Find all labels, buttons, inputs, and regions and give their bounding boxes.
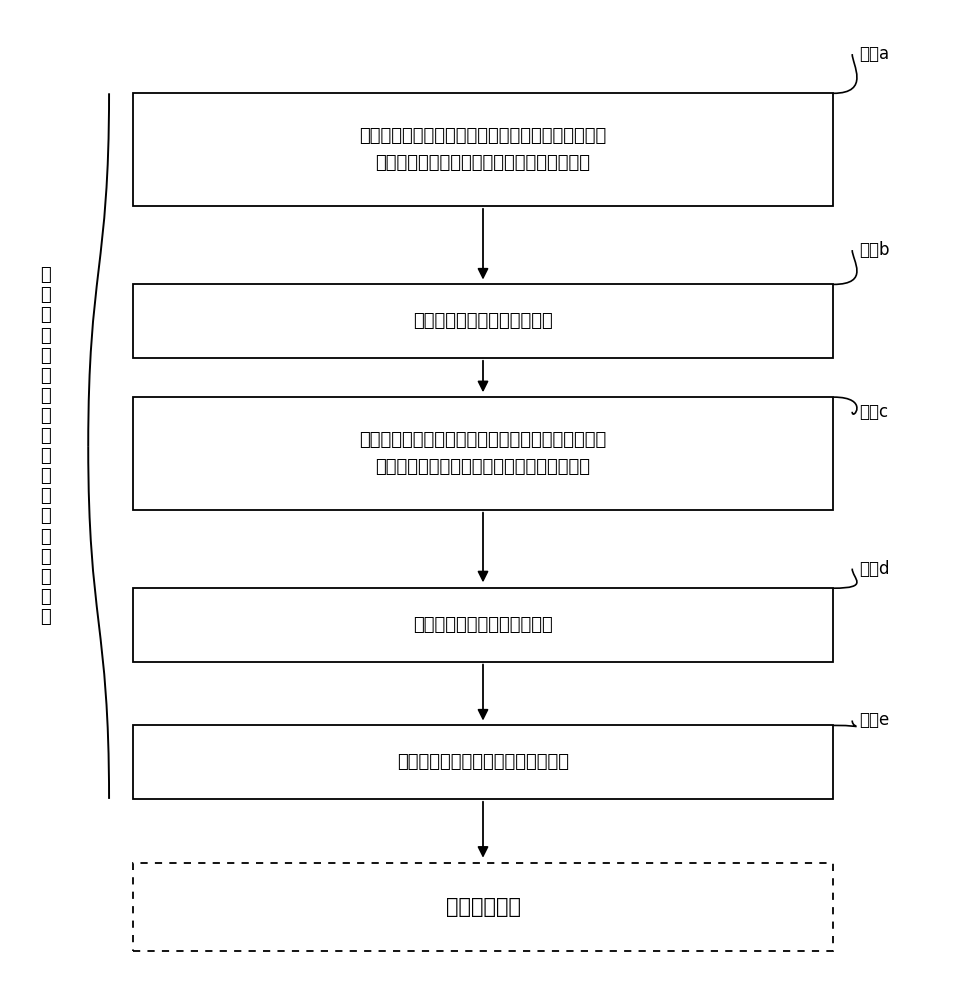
Text: 步骤c: 步骤c <box>859 403 888 421</box>
Bar <box>132 284 834 358</box>
Bar <box>132 588 834 662</box>
Text: 将动力电池静置第二设定时长: 将动力电池静置第二设定时长 <box>413 616 553 634</box>
Text: 按照本组试验设定水平的放电倍率对动力电池进行放
电，当动力电池达到放电截止条件时停止放电: 按照本组试验设定水平的放电倍率对动力电池进行放 电，当动力电池达到放电截止条件时… <box>359 127 607 172</box>
Bar <box>132 725 834 799</box>
Bar <box>132 397 834 510</box>
Text: 按照本组试验设定水平的充电倍率对动力电池进行放
电，当动力电池达到充电截止条件时停止充电: 按照本组试验设定水平的充电倍率对动力电池进行放 电，当动力电池达到充电截止条件时… <box>359 431 607 476</box>
Text: 步骤d: 步骤d <box>859 560 890 578</box>
Text: 步骤b: 步骤b <box>859 241 890 259</box>
Text: 步骤e: 步骤e <box>859 712 889 730</box>
Text: 步骤a: 步骤a <box>859 45 889 63</box>
Text: 获取本组实验中的动力电池平衡温度: 获取本组实验中的动力电池平衡温度 <box>397 753 569 771</box>
Bar <box>132 93 834 206</box>
Text: 将动力电池静置第一设定时长: 将动力电池静置第一设定时长 <box>413 312 553 330</box>
Text: 保
持
本
组
中
冷
却
液
流
量
和
冷
却
液
温
度
不
变: 保 持 本 组 中 冷 却 液 流 量 和 冷 却 液 温 度 不 变 <box>41 266 51 626</box>
Text: 完成本组试验: 完成本组试验 <box>445 897 521 917</box>
Bar <box>132 863 834 951</box>
